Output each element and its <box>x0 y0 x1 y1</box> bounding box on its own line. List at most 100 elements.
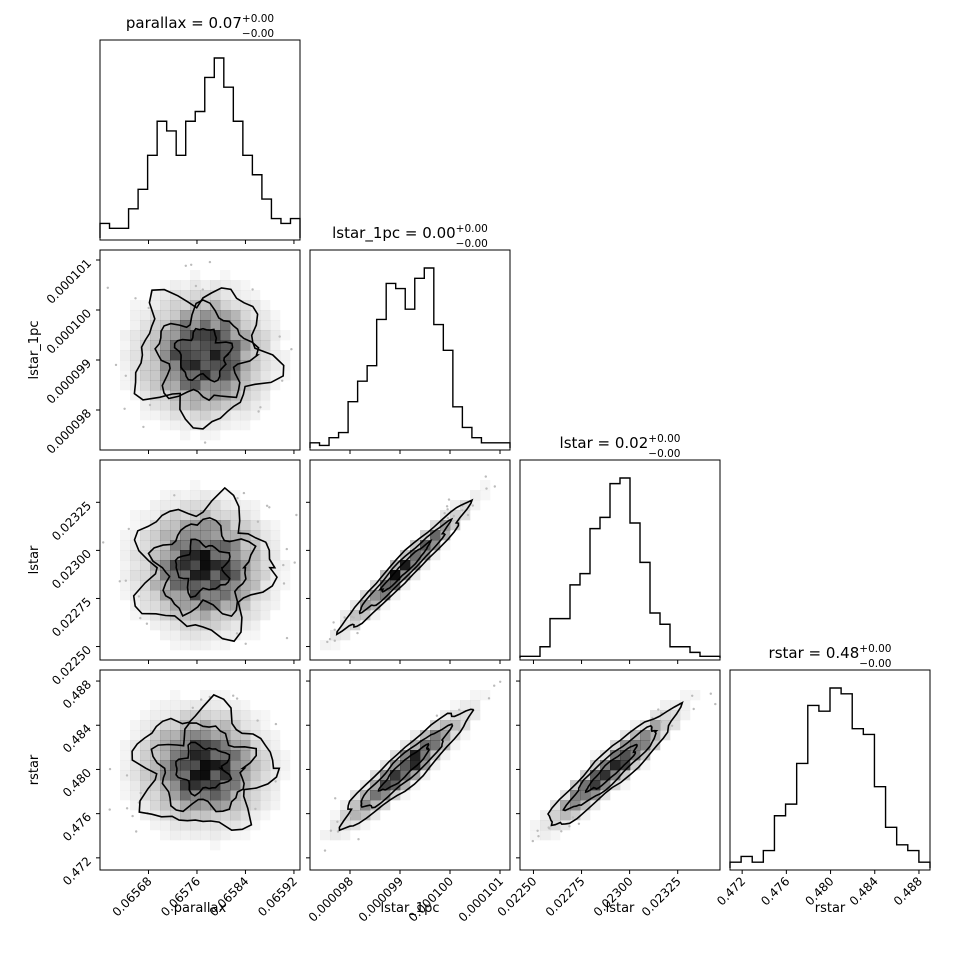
x-axis-label-parallax: parallax <box>174 901 227 916</box>
sample-point <box>184 264 187 267</box>
density-bin <box>410 550 421 561</box>
density-bin <box>270 800 281 811</box>
density-bin <box>210 280 221 291</box>
density-bin <box>240 590 251 601</box>
title-value-lstar: lstar = 0.02 <box>560 434 649 452</box>
density-bin <box>460 700 471 711</box>
density-bin <box>430 760 441 771</box>
density-bin <box>200 800 211 811</box>
density-bin <box>340 610 351 621</box>
density-bin <box>130 550 141 561</box>
density-bin <box>340 800 351 811</box>
density-bin <box>180 580 191 591</box>
sample-point <box>281 379 284 382</box>
density-bin <box>140 740 151 751</box>
density-bin <box>660 710 671 721</box>
density-bin <box>430 540 441 551</box>
density-bin <box>190 600 201 611</box>
density-bin <box>240 330 251 341</box>
density-bin <box>160 790 171 801</box>
panel-frame <box>309 249 511 451</box>
density-bin <box>150 390 161 401</box>
density-bin <box>250 620 261 631</box>
density-bin <box>130 540 141 551</box>
density-bin <box>210 290 221 301</box>
density-bin <box>200 340 211 351</box>
density-bin <box>270 540 281 551</box>
density-bin <box>210 770 221 781</box>
sample-point <box>235 632 239 635</box>
density-bin <box>230 800 241 811</box>
density-bin <box>240 830 250 840</box>
density-bin <box>610 740 621 751</box>
density-bin <box>120 580 131 591</box>
sample-point <box>333 628 336 631</box>
density-bin <box>170 370 181 381</box>
density-bin <box>370 610 381 621</box>
density-bin <box>190 410 201 421</box>
density-bin <box>410 560 421 571</box>
density-bin <box>280 750 291 761</box>
density-bin <box>280 770 290 780</box>
density-bin <box>210 700 221 711</box>
sample-point <box>256 719 259 722</box>
density-bin <box>240 410 251 421</box>
density-bin <box>200 770 211 781</box>
sample-point <box>493 684 496 687</box>
density-bin <box>430 720 441 731</box>
density-bin <box>270 750 281 761</box>
title-rstar: rstar = 0.48+0.00 <box>769 643 892 662</box>
density-bin <box>240 820 251 831</box>
x-tick-label: 0.472 <box>714 874 748 908</box>
density-bin <box>170 830 181 841</box>
density-bin <box>150 590 161 601</box>
density-bin <box>250 750 261 761</box>
histogram-step-parallax <box>99 57 301 238</box>
density-bin <box>190 820 201 831</box>
density-bin <box>250 300 261 311</box>
density-bin <box>370 780 381 791</box>
density-bin <box>160 820 171 831</box>
density-bin <box>190 320 201 331</box>
density-bin <box>180 800 191 811</box>
density-bin <box>140 770 151 781</box>
density-bin <box>230 340 241 351</box>
density-bin <box>580 810 591 821</box>
density-bin <box>130 610 141 621</box>
density-bin <box>140 380 151 391</box>
density-bin <box>270 340 281 351</box>
density-bin <box>210 570 221 581</box>
density-bin <box>170 700 181 711</box>
density-bin <box>150 510 161 521</box>
density-bin <box>140 360 151 371</box>
density-bin <box>170 800 181 811</box>
density-bin <box>210 500 221 511</box>
density-bin <box>230 760 241 771</box>
density-bin <box>130 510 140 520</box>
density-bin <box>230 780 241 791</box>
sample-point <box>235 697 239 700</box>
x-axis-label-lstar_1pc: lstar_1pc <box>381 901 440 916</box>
density-bin <box>160 760 171 771</box>
density-bin <box>170 630 181 641</box>
density-bin <box>180 390 191 401</box>
y-tick-label: 0.488 <box>60 677 94 711</box>
density-bin <box>160 370 171 381</box>
density-bin <box>240 770 251 781</box>
density-bin <box>150 730 161 741</box>
sample-point <box>139 616 142 620</box>
density-bin <box>120 380 131 391</box>
density-bin <box>390 580 401 591</box>
density-bin <box>240 290 251 301</box>
density-bin <box>460 510 471 521</box>
density-bin <box>200 410 211 421</box>
density-bin <box>250 320 261 331</box>
density-bin <box>150 780 161 791</box>
sample-point <box>357 838 360 841</box>
density-bin <box>230 830 240 840</box>
density-bin <box>250 810 261 821</box>
sample-point <box>108 808 111 811</box>
density-lstar-vs-lstar_1pc <box>320 475 496 651</box>
density-bin <box>230 490 241 501</box>
density-bin <box>350 620 361 631</box>
